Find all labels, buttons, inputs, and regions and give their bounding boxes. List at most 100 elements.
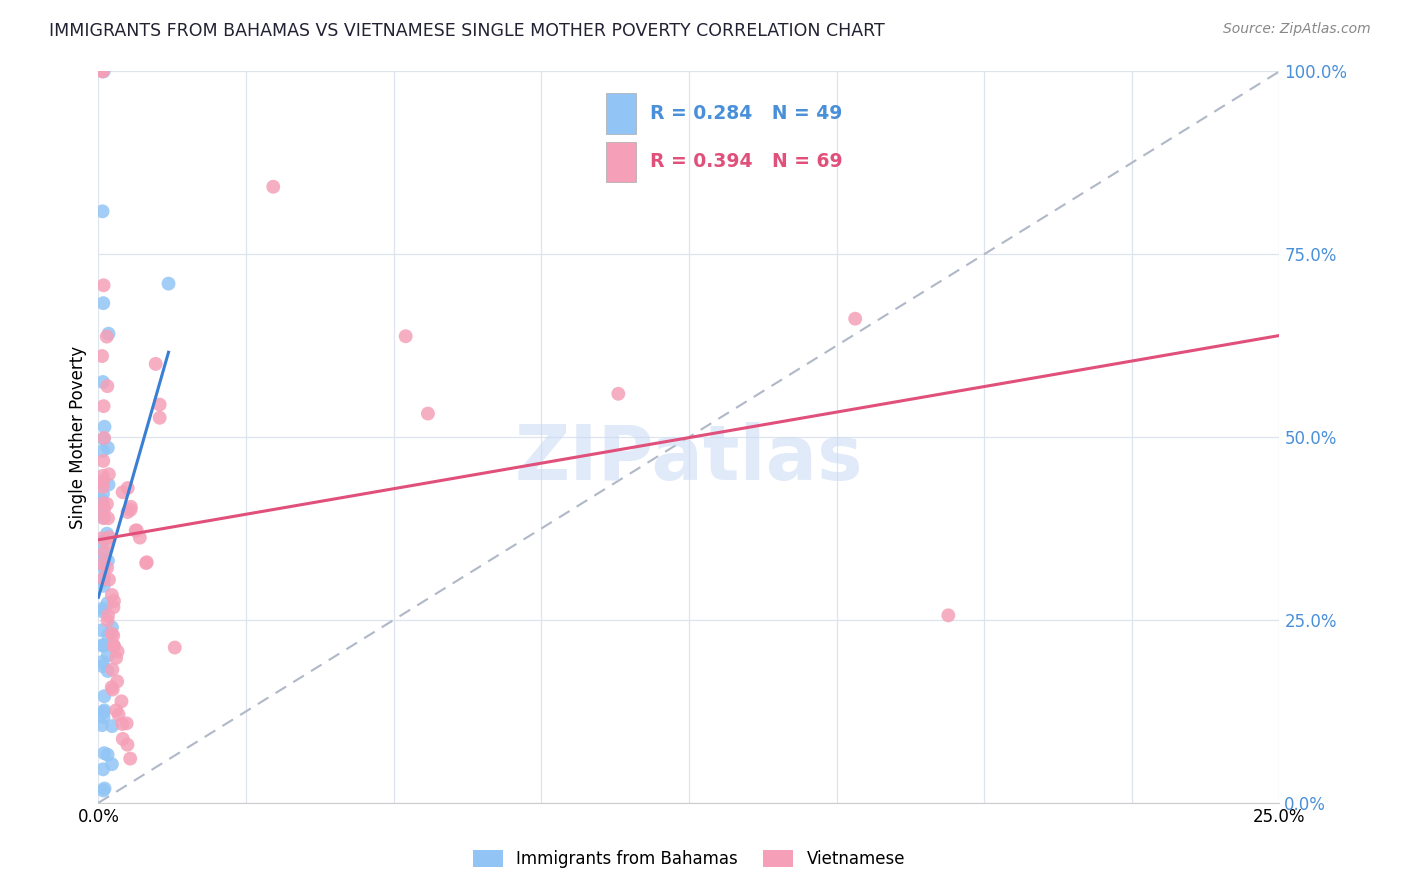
Point (93, 746, 115, 760)
Point (96, 329, 118, 343)
Point (416, 407, 439, 421)
Text: R = 0.394   N = 69: R = 0.394 N = 69 (650, 153, 842, 171)
Point (97, 648, 120, 663)
Point (91, 659, 114, 673)
Point (91, 545, 114, 559)
Point (100, 680, 122, 694)
Point (105, 651, 128, 665)
Point (93, 419, 115, 434)
Point (91, 572, 114, 586)
Point (91, 64, 114, 78)
Point (93, 560, 115, 574)
Point (91, 604, 114, 618)
Point (91, 496, 114, 510)
Point (128, 531, 150, 545)
Point (93, 431, 115, 445)
Point (91, 480, 114, 494)
Point (93, 545, 115, 559)
Point (135, 555, 157, 569)
Point (91, 64, 114, 78)
Text: R = 0.284   N = 49: R = 0.284 N = 49 (650, 103, 842, 123)
Point (936, 608, 959, 623)
Point (124, 524, 146, 538)
Point (91, 705, 114, 719)
Point (103, 639, 125, 653)
Point (96, 379, 118, 393)
Point (125, 524, 148, 538)
Point (145, 357, 167, 371)
Point (91, 349, 114, 363)
Point (91, 443, 114, 458)
Point (93, 553, 115, 567)
Point (117, 505, 139, 519)
Point (115, 716, 138, 731)
Point (93, 571, 115, 585)
Point (91, 375, 114, 389)
Point (395, 329, 418, 343)
Point (97, 441, 120, 455)
Point (93, 511, 115, 525)
Point (96, 596, 118, 610)
Point (97, 477, 120, 491)
Point (97, 614, 120, 628)
Point (101, 620, 124, 634)
Point (107, 707, 129, 722)
Point (101, 719, 124, 733)
Point (93, 64, 115, 78)
Text: Source: ZipAtlas.com: Source: ZipAtlas.com (1223, 22, 1371, 37)
Point (90, 532, 112, 546)
Point (93, 579, 115, 593)
Point (91, 624, 114, 638)
Point (97, 747, 120, 762)
Point (98, 530, 121, 544)
Point (103, 594, 125, 608)
Point (107, 644, 129, 658)
Point (91, 601, 114, 615)
FancyBboxPatch shape (606, 142, 636, 182)
Point (100, 626, 122, 640)
Point (96, 497, 118, 511)
Point (93, 399, 115, 413)
Point (105, 703, 128, 717)
Point (97, 536, 120, 550)
Point (93, 278, 115, 293)
Point (90, 493, 112, 508)
Point (111, 485, 134, 500)
FancyBboxPatch shape (606, 94, 636, 134)
Point (91, 718, 114, 732)
Point (117, 738, 139, 752)
Point (93, 703, 115, 717)
Point (120, 503, 142, 517)
Point (117, 481, 139, 495)
Point (110, 694, 132, 708)
Point (91, 557, 114, 571)
Point (96, 526, 118, 541)
Point (91, 296, 114, 310)
Text: ZIPatlas: ZIPatlas (515, 422, 863, 496)
Point (93, 510, 115, 524)
Point (93, 690, 115, 704)
Point (101, 588, 124, 602)
Point (163, 640, 186, 655)
Point (91, 204, 114, 219)
Point (91, 638, 114, 652)
Point (844, 311, 866, 326)
Point (97, 326, 120, 341)
Point (96, 561, 118, 575)
Point (93, 574, 115, 588)
Point (607, 386, 630, 401)
Point (101, 682, 124, 697)
Point (91, 468, 114, 483)
Point (91, 762, 114, 776)
Point (93, 432, 115, 446)
Point (91, 534, 114, 549)
Point (111, 717, 134, 731)
Point (97, 628, 120, 642)
Point (91, 655, 114, 669)
Point (103, 600, 125, 615)
Point (97, 511, 120, 525)
Point (120, 751, 142, 765)
Y-axis label: Single Mother Poverty: Single Mother Poverty (69, 345, 87, 529)
Point (157, 277, 180, 291)
Point (97, 554, 120, 568)
